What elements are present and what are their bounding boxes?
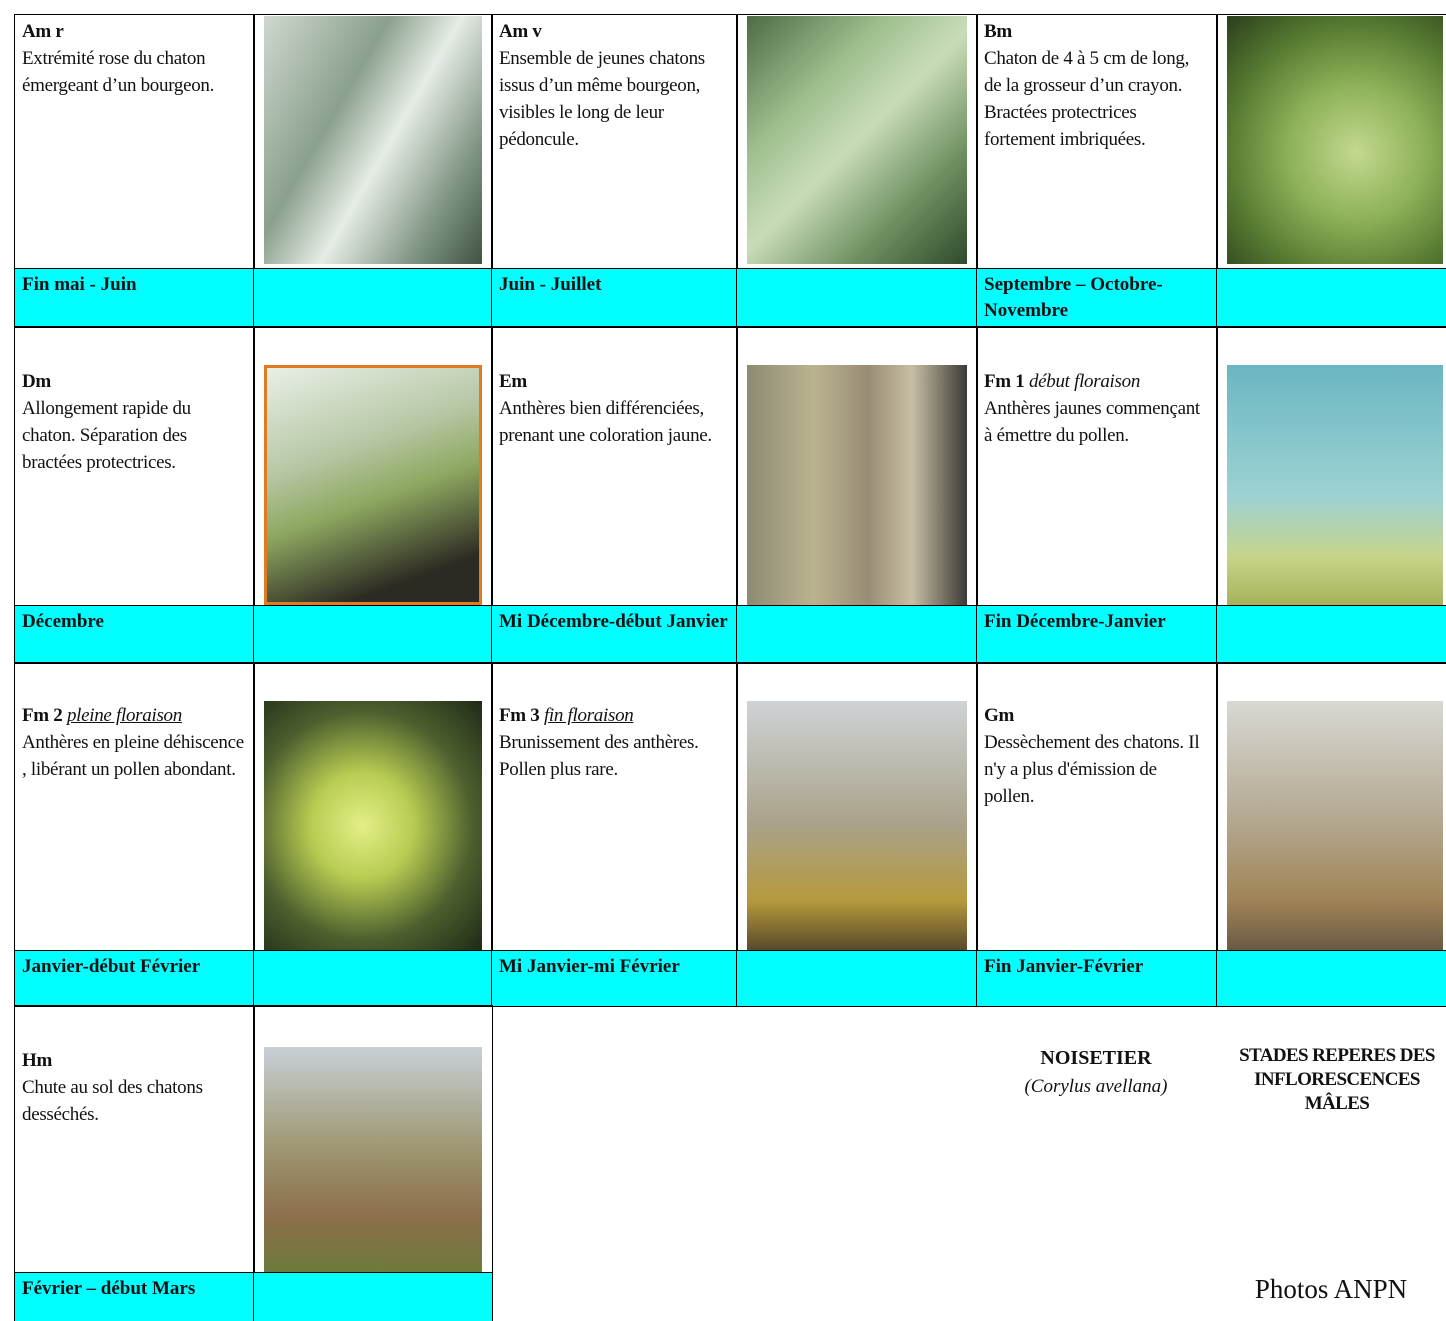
stage-text: Fm 1 début floraison Anthères jaunes comm… xyxy=(984,368,1210,449)
desc: Allongement rapide du chaton. Séparation… xyxy=(22,398,191,473)
photo xyxy=(264,16,482,264)
date-cell xyxy=(253,950,493,1007)
species-latin: (Corylus avellana) xyxy=(1024,1076,1168,1097)
code: Dm xyxy=(22,371,51,392)
code: Hm xyxy=(22,1050,53,1071)
date-cell xyxy=(253,268,493,328)
desc: Chaton de 4 à 5 cm de long, de la grosse… xyxy=(984,48,1190,150)
desc: Brunissement des anthères. Pollen plus r… xyxy=(499,732,699,780)
qual: début floraison xyxy=(1028,371,1141,392)
date-cell xyxy=(14,605,255,664)
stage-period: Fin Décembre-Janvier xyxy=(984,611,1166,632)
qual: fin floraison xyxy=(543,705,634,726)
stage-period: Mi Janvier-mi Février xyxy=(499,956,680,977)
photo xyxy=(264,1047,482,1272)
photo xyxy=(747,16,967,264)
stage-text: Gm Dessèchement des chatons. Il n'y a plu… xyxy=(984,702,1210,810)
stage-period: Février – début Mars xyxy=(22,1278,196,1299)
date-cell xyxy=(1216,605,1446,664)
desc: Anthères jaunes commençant à émettre du … xyxy=(984,398,1200,446)
date-cell xyxy=(14,1272,255,1321)
photo xyxy=(1227,16,1443,264)
date-cell xyxy=(1216,950,1446,1007)
date-cell xyxy=(253,1272,493,1321)
stage-text: Bm Chaton de 4 à 5 cm de long, de la gros… xyxy=(984,18,1210,153)
photo xyxy=(1227,365,1443,605)
date-cell xyxy=(976,268,1218,328)
date-cell xyxy=(14,268,255,328)
stage-period: Fin Janvier-Février xyxy=(984,956,1144,977)
qual: pleine floraison xyxy=(66,705,182,726)
date-cell xyxy=(736,268,978,328)
code: Fm 3 xyxy=(499,705,540,726)
desc: Dessèchement des chatons. Il n'y a plus … xyxy=(984,732,1200,807)
stage-text: Am v Ensemble de jeunes chatons issus d’u… xyxy=(499,18,730,153)
code: Fm 1 xyxy=(984,371,1025,392)
date-cell xyxy=(491,268,738,328)
date-cell xyxy=(736,950,978,1007)
credit: Photos ANPN xyxy=(1254,1274,1408,1304)
code: Am v xyxy=(499,21,542,42)
date-cell xyxy=(976,605,1218,664)
date-cell xyxy=(14,950,255,1007)
desc: Anthères en pleine déhiscence , libérant… xyxy=(22,732,244,780)
heading: STADES REPERES DES INFLORESCENCES MÂLES xyxy=(1239,1045,1435,1114)
stage-period: Fin mai - Juin xyxy=(22,274,137,295)
stage-text: Hm Chute au sol des chatons desséchés. xyxy=(22,1047,247,1128)
stage-period: Mi Décembre-début Janvier xyxy=(499,611,728,632)
code: Fm 2 xyxy=(22,705,63,726)
stage-text: Dm Allongement rapide du chaton. Séparati… xyxy=(22,368,247,476)
photo xyxy=(264,365,482,605)
stage-period: Juin - Juillet xyxy=(499,274,602,295)
code: Gm xyxy=(984,705,1015,726)
date-cell xyxy=(491,605,738,664)
code: Em xyxy=(499,371,527,392)
species-name: NOISETIER xyxy=(1040,1047,1152,1069)
stage-period: Septembre – Octobre-Novembre xyxy=(984,274,1163,321)
stage-text: Fm 3 fin floraison Brunissement des anthè… xyxy=(499,702,730,783)
date-cell xyxy=(491,950,738,1007)
desc: Ensemble de jeunes chatons issus d’un mê… xyxy=(499,48,705,150)
stage-text: Fm 2 pleine floraison Anthères en pleine … xyxy=(22,702,247,783)
desc: Extrémité rose du chaton émergeant d’un … xyxy=(22,48,215,96)
desc: Chute au sol des chatons desséchés. xyxy=(22,1077,203,1125)
stage-period: Décembre xyxy=(22,611,104,632)
code: Am r xyxy=(22,21,64,42)
photo xyxy=(747,365,967,605)
date-cell xyxy=(736,605,978,664)
photo xyxy=(747,701,967,950)
date-cell xyxy=(1216,268,1446,328)
photo xyxy=(264,701,482,950)
date-cell xyxy=(253,605,493,664)
photo xyxy=(1227,701,1443,950)
table-cell xyxy=(14,1005,255,1274)
stage-text: Am r Extrémité rose du chaton émergeant d… xyxy=(22,18,247,99)
code: Bm xyxy=(984,21,1012,42)
stage-period: Janvier-début Février xyxy=(22,956,201,977)
stage-text: Em Anthères bien différenciées, prenant u… xyxy=(499,368,730,449)
desc: Anthères bien différenciées, prenant une… xyxy=(499,398,712,446)
